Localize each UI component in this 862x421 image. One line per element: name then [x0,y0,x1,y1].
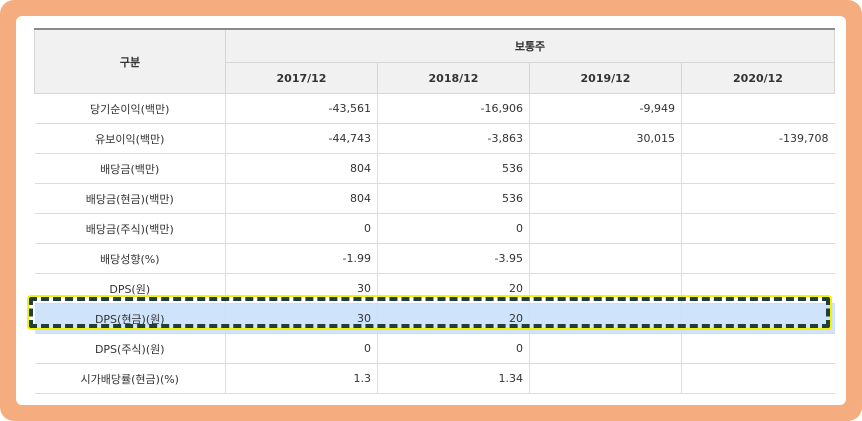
cell-value: 0 [225,333,378,364]
cell-value [681,243,835,274]
cell-value: 30,015 [529,123,682,154]
table-row: 배당금(현금)(백만) 804 536 [34,183,835,214]
row-label: 배당금(현금)(백만) [34,183,226,214]
cell-value: -1.99 [225,243,378,274]
cell-value: 20 [377,273,530,304]
cell-value [681,93,835,124]
cell-value [681,303,835,334]
cell-value: 536 [377,183,530,214]
cell-value [529,213,682,244]
cell-value [529,153,682,184]
header-year: 2017/12 [225,62,378,94]
cell-value: 804 [225,153,378,184]
row-label: 당기순이익(백만) [34,93,226,124]
cell-value [529,183,682,214]
cell-value: 0 [377,333,530,364]
header-category: 구분 [34,28,226,94]
header-year: 2018/12 [377,62,530,94]
table-row: 배당금(주식)(백만) 0 0 [34,213,835,244]
cell-value: 30 [225,303,378,334]
cell-value [681,363,835,394]
table-row: 시가배당률(현금)(%) 1.3 1.34 [34,363,835,394]
cell-value: 536 [377,153,530,184]
cell-value [529,333,682,364]
cell-value: 20 [377,303,530,334]
cell-value: 30 [225,273,378,304]
cell-value [529,243,682,274]
cell-value: 804 [225,183,378,214]
row-label: 배당금(백만) [34,153,226,184]
row-label: 배당성향(%) [34,243,226,274]
cell-value [529,273,682,304]
cell-value: -3.95 [377,243,530,274]
cell-value [529,363,682,394]
content-panel: 구분 보통주 2017/12 2018/12 2019/12 2020/12 당… [16,16,846,405]
cell-value: -16,906 [377,93,530,124]
cell-value: 1.34 [377,363,530,394]
cell-value: 0 [377,213,530,244]
cell-value: -139,708 [681,123,835,154]
table-row: 배당금(백만) 804 536 [34,153,835,184]
header-year: 2019/12 [529,62,682,94]
row-label: DPS(원) [34,273,226,304]
table-row: DPS(원) 30 20 [34,273,835,304]
cell-value: -3,863 [377,123,530,154]
cell-value: -43,561 [225,93,378,124]
table-row-highlighted: DPS(현금)(원) 30 20 [34,303,835,334]
row-label: DPS(주식)(원) [34,333,226,364]
dividend-table: 구분 보통주 2017/12 2018/12 2019/12 2020/12 당… [34,28,835,394]
cell-value [681,333,835,364]
cell-value: -9,949 [529,93,682,124]
cell-value: 0 [225,213,378,244]
cell-value: 1.3 [225,363,378,394]
table-row: 당기순이익(백만) -43,561 -16,906 -9,949 [34,93,835,124]
header-year: 2020/12 [681,62,835,94]
header-common-stock: 보통주 [225,28,835,63]
cell-value [681,183,835,214]
table-row: DPS(주식)(원) 0 0 [34,333,835,364]
cell-value [681,153,835,184]
cell-value [681,213,835,244]
row-label: 유보이익(백만) [34,123,226,154]
table-row: 유보이익(백만) -44,743 -3,863 30,015 -139,708 [34,123,835,154]
cell-value: -44,743 [225,123,378,154]
table-row: 배당성향(%) -1.99 -3.95 [34,243,835,274]
row-label: 배당금(주식)(백만) [34,213,226,244]
row-label: DPS(현금)(원) [34,303,226,334]
cell-value [681,273,835,304]
row-label: 시가배당률(현금)(%) [34,363,226,394]
cell-value [529,303,682,334]
